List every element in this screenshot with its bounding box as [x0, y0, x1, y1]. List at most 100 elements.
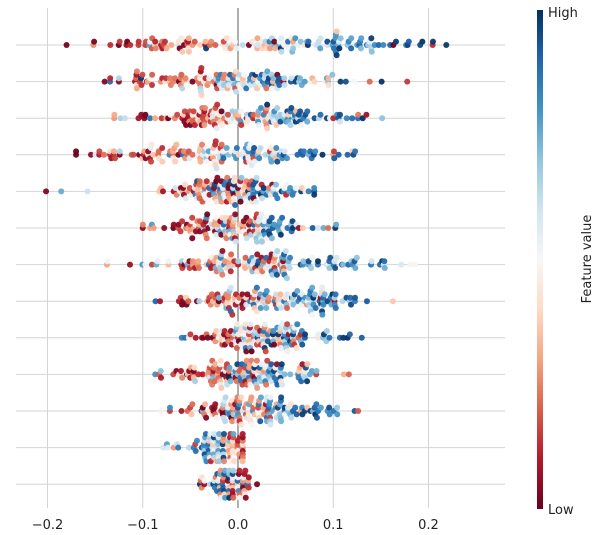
data-point — [311, 185, 318, 191]
data-point — [264, 357, 271, 364]
data-point — [345, 371, 352, 378]
data-point — [185, 48, 192, 55]
data-point — [231, 38, 238, 45]
data-point — [267, 421, 274, 428]
data-point — [192, 448, 199, 454]
data-point — [111, 111, 118, 118]
data-point — [257, 394, 264, 401]
data-point — [170, 221, 177, 228]
data-point — [213, 214, 220, 221]
data-point — [337, 118, 344, 125]
data-point — [147, 115, 154, 122]
data-point — [254, 481, 261, 488]
data-point — [319, 311, 326, 318]
data-point — [292, 404, 299, 411]
data-point — [91, 38, 98, 45]
data-point — [333, 254, 340, 261]
data-point — [243, 85, 250, 92]
data-point — [166, 404, 173, 411]
data-point — [282, 248, 289, 254]
data-point — [319, 284, 326, 291]
data-point — [150, 151, 157, 158]
data-point — [158, 408, 165, 414]
data-point — [191, 122, 198, 128]
data-point — [216, 458, 223, 465]
data-point — [326, 334, 333, 341]
x-tick-label: 0.0 — [228, 518, 249, 533]
data-point — [177, 228, 184, 235]
data-point — [253, 308, 260, 315]
data-point — [167, 111, 174, 118]
data-point — [248, 348, 255, 355]
data-point — [236, 71, 243, 78]
data-point — [280, 225, 287, 231]
data-point — [148, 158, 155, 165]
data-point — [347, 294, 354, 301]
data-point — [152, 115, 159, 122]
data-point — [299, 341, 306, 348]
data-point — [278, 345, 285, 351]
data-point — [219, 248, 226, 254]
data-point — [226, 364, 233, 371]
data-point — [281, 75, 288, 82]
data-point — [217, 357, 224, 364]
data-point — [238, 341, 245, 348]
data-point — [277, 111, 284, 118]
data-point — [288, 414, 295, 421]
data-point — [133, 85, 140, 92]
data-point — [257, 105, 264, 111]
data-point — [317, 45, 324, 52]
data-point — [337, 78, 344, 85]
data-point — [314, 258, 321, 265]
data-point — [189, 214, 196, 221]
data-point — [204, 211, 211, 218]
data-point — [313, 414, 320, 421]
data-point — [157, 298, 164, 305]
data-point — [251, 158, 258, 165]
data-point — [159, 158, 166, 165]
data-point — [281, 371, 288, 378]
data-point — [234, 361, 241, 368]
data-point — [247, 381, 254, 388]
x-tick-label: −0.1 — [127, 518, 159, 533]
data-point — [199, 141, 206, 148]
data-point — [157, 368, 164, 374]
data-point — [225, 111, 232, 118]
data-point — [264, 101, 271, 108]
data-point — [227, 268, 234, 275]
data-point — [203, 178, 210, 185]
data-point — [332, 265, 339, 271]
data-point — [242, 467, 249, 474]
data-point — [405, 38, 412, 45]
data-point — [254, 251, 261, 258]
data-point — [349, 115, 356, 122]
data-point — [343, 115, 350, 122]
data-point — [257, 418, 264, 425]
data-point — [293, 411, 300, 418]
data-point — [221, 467, 228, 474]
data-point — [277, 291, 284, 298]
data-point — [262, 348, 269, 355]
data-point — [247, 321, 254, 328]
data-point — [326, 265, 333, 271]
data-point — [278, 305, 285, 311]
data-point — [287, 122, 294, 128]
data-point — [220, 431, 227, 437]
data-point — [150, 225, 157, 231]
data-point — [218, 385, 225, 391]
data-point — [236, 467, 243, 474]
data-point — [245, 484, 252, 491]
data-point — [334, 411, 341, 418]
data-point — [233, 88, 240, 95]
data-point — [266, 45, 273, 52]
data-point — [100, 151, 107, 158]
data-point — [259, 238, 265, 245]
data-point — [171, 75, 178, 82]
data-point — [196, 178, 203, 185]
data-point — [290, 301, 297, 308]
data-point — [297, 108, 304, 115]
data-point — [43, 188, 50, 195]
data-point — [189, 235, 196, 242]
data-point — [230, 431, 237, 437]
data-point — [232, 202, 239, 208]
